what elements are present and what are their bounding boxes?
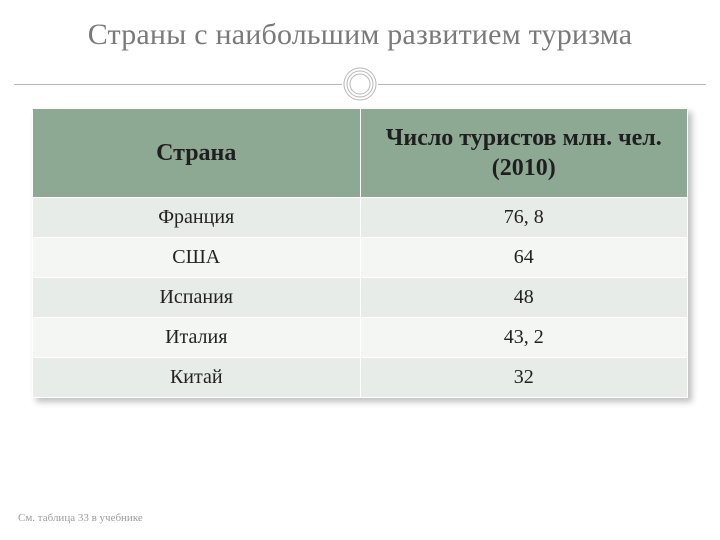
- cell-value: 43, 2: [360, 318, 688, 358]
- tourism-table: Страна Число туристов млн. чел. (2010) Ф…: [32, 108, 688, 398]
- footnote: См. таблица 33 в учебнике: [18, 512, 143, 524]
- title-region: Страны с наибольшим развитием туризма: [0, 0, 720, 52]
- cell-country: Франция: [33, 198, 361, 238]
- col-country: Страна: [33, 109, 361, 198]
- cell-value: 32: [360, 358, 688, 398]
- cell-value: 64: [360, 238, 688, 278]
- table-row: Италия 43, 2: [33, 318, 688, 358]
- table-row: США 64: [33, 238, 688, 278]
- circle-icon: [342, 66, 378, 102]
- cell-value: 48: [360, 278, 688, 318]
- cell-country: Китай: [33, 358, 361, 398]
- cell-value: 76, 8: [360, 198, 688, 238]
- table-row: Испания 48: [33, 278, 688, 318]
- table-row: Франция 76, 8: [33, 198, 688, 238]
- table-header-row: Страна Число туристов млн. чел. (2010): [33, 109, 688, 198]
- divider-decor: [0, 66, 720, 102]
- col-tourists: Число туристов млн. чел. (2010): [360, 109, 688, 198]
- page-title: Страны с наибольшим развитием туризма: [28, 18, 692, 52]
- cell-country: Испания: [33, 278, 361, 318]
- tourism-table-container: Страна Число туристов млн. чел. (2010) Ф…: [32, 108, 688, 398]
- table-row: Китай 32: [33, 358, 688, 398]
- cell-country: Италия: [33, 318, 361, 358]
- cell-country: США: [33, 238, 361, 278]
